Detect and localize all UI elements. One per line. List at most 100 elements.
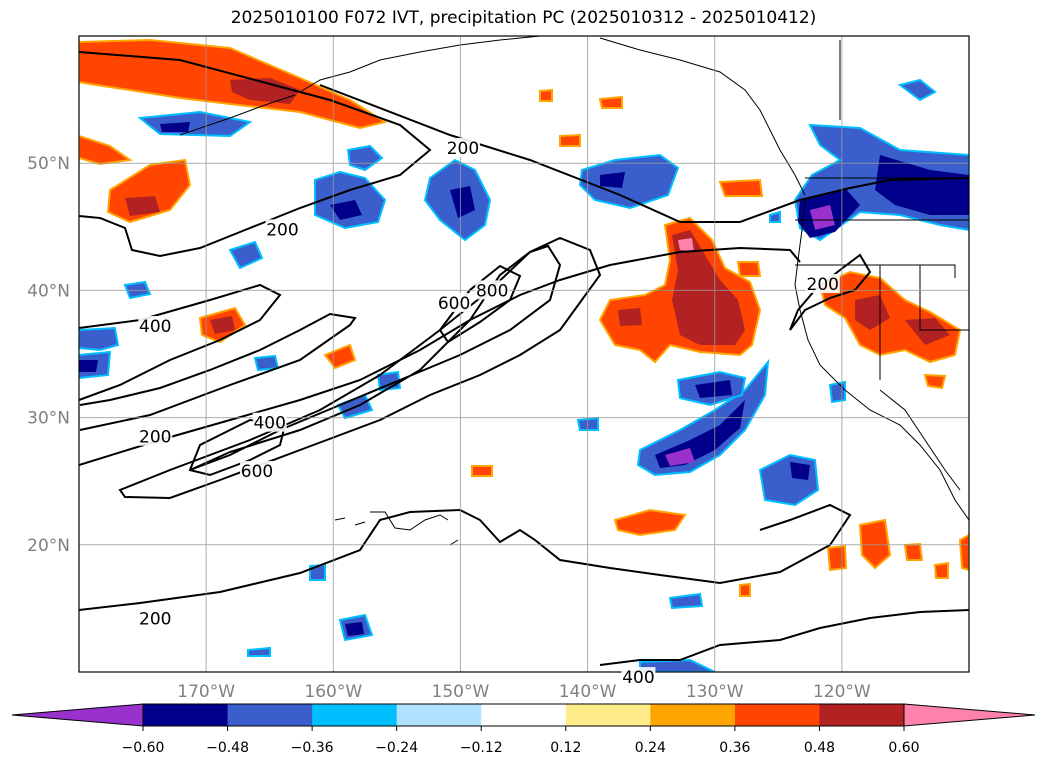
contour-label-bg	[265, 219, 300, 239]
precip-blob	[598, 95, 623, 109]
precip-blob	[247, 646, 271, 657]
colorbar-segment	[312, 704, 398, 726]
precip-blob	[346, 144, 384, 172]
precip-blob	[718, 178, 764, 197]
hawaii-islands	[334, 511, 459, 546]
ivt-contour-600-loop	[189, 244, 562, 471]
colorbar-segment	[143, 704, 229, 726]
colorbar-segment	[227, 704, 313, 726]
precip-blob	[665, 448, 695, 466]
contour-label-bg	[437, 293, 472, 313]
contour-labels: 200 200 400 400 200 600 600 800 200 200 400	[138, 137, 840, 688]
colorbar-segment	[565, 704, 651, 726]
precip-blob	[471, 465, 493, 477]
precip-blob	[695, 380, 732, 398]
precip-blob	[678, 238, 694, 252]
precip-blob	[826, 544, 848, 572]
precip-blob	[958, 533, 969, 572]
precip-blob	[933, 561, 949, 579]
lat-label: 30°N	[27, 409, 70, 429]
colorbar-frame	[142, 703, 905, 727]
contour-label: 400	[622, 668, 654, 688]
colorbar-extend-max	[903, 703, 1036, 727]
contour-label: 200	[139, 610, 171, 630]
contour-label-bg	[138, 426, 173, 446]
precip-blob	[618, 308, 642, 326]
colorbar-tick-label: 0.36	[719, 740, 750, 756]
precip-blob	[828, 380, 846, 404]
precip-blob	[903, 542, 924, 561]
colorbar-segment	[396, 704, 482, 726]
precip-blob	[769, 210, 781, 223]
precip-blob	[600, 172, 625, 188]
precip-blob	[228, 240, 264, 270]
precip-blob	[79, 134, 133, 166]
contour-label: 600	[438, 294, 470, 314]
contour-label: 200	[266, 220, 298, 240]
precipitation-shading	[79, 38, 969, 672]
lat-label: 20°N	[27, 536, 70, 556]
precip-blob	[668, 592, 704, 610]
lat-label: 40°N	[27, 281, 70, 301]
precip-blob	[636, 358, 770, 477]
precip-blob	[810, 205, 835, 230]
precip-blob	[450, 186, 475, 218]
contour-label: 800	[476, 281, 508, 301]
precip-blob	[655, 400, 745, 468]
lon-label: 120°W	[813, 682, 871, 702]
contour-label-bg	[445, 137, 480, 157]
longitude-labels: 170°W 160°W 150°W 140°W 130°W 120°W	[177, 682, 871, 702]
ivt-contour-400-outer	[79, 283, 282, 401]
colorbar-tick-label: 0.12	[550, 740, 581, 756]
precip-blob	[160, 122, 190, 132]
lon-label: 150°W	[432, 682, 490, 702]
colorbar-tick-label: 0.60	[888, 740, 919, 756]
contour-label-bg	[621, 667, 656, 687]
colorbar-tick-label: −0.60	[122, 740, 165, 756]
alaska-coast	[299, 36, 541, 93]
contour-label: 600	[241, 462, 273, 482]
gulf-of-alaska-coast	[599, 37, 806, 196]
precip-blob	[323, 343, 357, 370]
contour-label: 200	[139, 428, 171, 448]
map-frame	[78, 35, 970, 673]
contour-label-bg	[138, 608, 173, 628]
contour-label-bg	[240, 461, 274, 481]
ivt-contour-600-small	[188, 418, 287, 477]
precip-blob	[79, 326, 120, 352]
precip-blob	[736, 261, 762, 277]
state-border-2	[795, 264, 956, 278]
contour-label-bg	[252, 412, 287, 432]
precip-blob	[905, 318, 950, 345]
precip-blob	[875, 155, 969, 215]
contour-label: 200	[447, 139, 479, 159]
precip-blob	[253, 354, 280, 372]
colorbar-extend-min	[11, 703, 144, 727]
colorbar	[11, 703, 1036, 727]
contour-label: 200	[807, 275, 839, 295]
precip-blob	[314, 170, 387, 230]
precip-blob	[125, 196, 160, 216]
colorbar-tick-label: 0.48	[804, 740, 835, 756]
ivt-contour-ca	[789, 253, 872, 331]
colorbar-segment	[650, 704, 736, 726]
precip-blob	[330, 200, 362, 220]
precip-blob	[230, 78, 300, 104]
precip-blob	[923, 373, 947, 390]
precip-blob	[559, 133, 581, 147]
ivt-contour-200-main	[319, 84, 969, 223]
colorbar-tick-label: −0.36	[291, 740, 334, 756]
contour-label-bg	[805, 274, 840, 294]
colorbar-ticks: −0.60 −0.48 −0.36 −0.24 −0.12 0.12 0.24 0.36 0.4…	[122, 726, 920, 756]
ivt-contour-400-south	[599, 609, 969, 666]
contour-label-bg	[138, 316, 173, 336]
precip-blob	[79, 360, 98, 372]
precip-blob	[855, 295, 890, 330]
lon-label: 170°W	[177, 682, 235, 702]
coastlines	[179, 36, 969, 546]
precip-blob	[613, 508, 687, 537]
precip-blob	[858, 518, 892, 570]
latitude-labels: 50°N 40°N 30°N 20°N	[27, 154, 70, 556]
colorbar-segment	[819, 704, 905, 726]
